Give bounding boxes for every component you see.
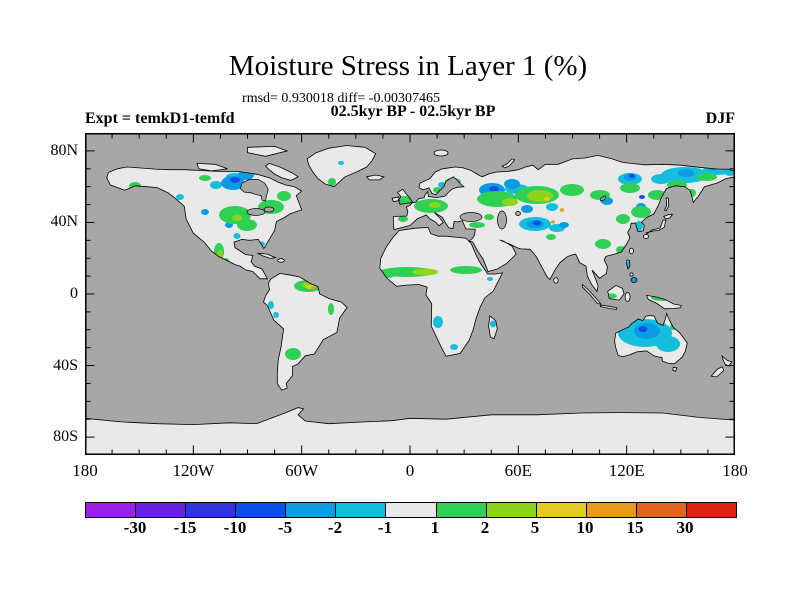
colorbar-cell bbox=[86, 503, 137, 517]
colorbar-boundary-label: 30 bbox=[676, 518, 694, 537]
colorbar-boundary-label: 2 bbox=[480, 518, 490, 537]
colorbar-boundary-label: -10 bbox=[223, 518, 247, 537]
colorbar-cell bbox=[686, 503, 737, 517]
colorbar-boundary-label: -1 bbox=[377, 518, 393, 537]
colorbar-cell bbox=[436, 503, 487, 517]
lon-tick-label: 60E bbox=[504, 461, 533, 480]
colorbar-cell bbox=[336, 503, 387, 517]
map-border bbox=[85, 133, 735, 455]
colorbar-boundary-label: 5 bbox=[530, 518, 540, 537]
lat-tick-label: 80S bbox=[53, 428, 78, 446]
lon-tick-label: 60W bbox=[285, 461, 319, 480]
lon-tick-label: 120E bbox=[608, 461, 645, 480]
colorbar-boundary-label: 10 bbox=[576, 518, 594, 537]
colorbar-cell bbox=[286, 503, 337, 517]
lat-tick-label: 40N bbox=[50, 213, 78, 231]
colorbar-cell bbox=[486, 503, 537, 517]
lon-tick-label: 180 bbox=[72, 461, 98, 480]
colorbar-cell bbox=[186, 503, 237, 517]
lat-tick-label: 0 bbox=[70, 285, 78, 302]
season-label: DJF bbox=[705, 110, 735, 127]
chart-title: Moisture Stress in Layer 1 (%) bbox=[228, 50, 588, 82]
colorbar-boundary-label: 15 bbox=[626, 518, 644, 537]
lon-tick-label: 120W bbox=[172, 461, 215, 480]
colorbar-boundary-label: -5 bbox=[277, 518, 293, 537]
colorbar-cell bbox=[586, 503, 637, 517]
colorbar-boundary-label: -15 bbox=[173, 518, 197, 537]
colorbar-cell bbox=[636, 503, 687, 517]
colorbar-cell bbox=[136, 503, 187, 517]
period-line: 02.5kyr BP - 02.5kyr BP bbox=[330, 103, 496, 120]
colorbar-cell bbox=[236, 503, 287, 517]
colorbar-cell bbox=[536, 503, 587, 517]
world-map bbox=[84, 133, 736, 456]
map-plot-area bbox=[84, 133, 736, 456]
colorbar-boundary-label: 1 bbox=[430, 518, 440, 537]
lon-tick-label: 0 bbox=[405, 461, 415, 480]
lat-tick-label: 80N bbox=[50, 141, 78, 159]
axis-tick-marks bbox=[86, 134, 734, 454]
stats-line: rmsd= 0.930018 diff= -0.00307465 bbox=[242, 91, 440, 106]
lat-tick-label: 40S bbox=[53, 356, 78, 374]
colorbar-boundary-label: -2 bbox=[327, 518, 343, 537]
lon-tick-label: 180 bbox=[722, 461, 748, 480]
inland-seas bbox=[239, 179, 607, 230]
colorbar-boundary-label: -30 bbox=[123, 518, 147, 537]
experiment-label: Expt = temkD1-temfd bbox=[85, 110, 235, 127]
colorbar bbox=[85, 502, 737, 518]
colorbar-cell bbox=[386, 503, 437, 517]
